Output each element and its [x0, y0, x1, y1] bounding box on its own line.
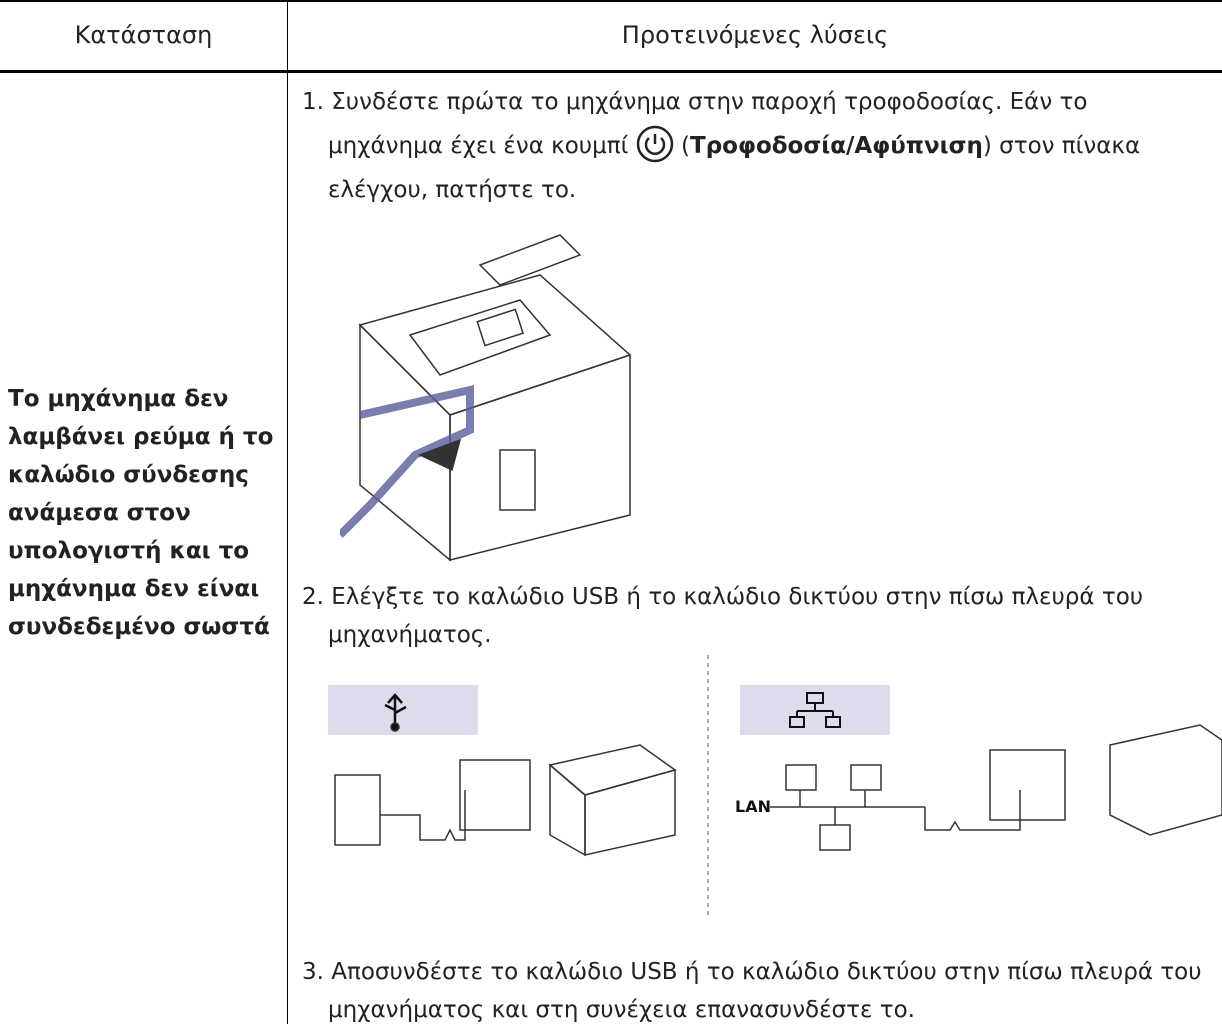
step: 2. Ελέγξτε το καλώδιο USB ή το καλώδιο δ… [302, 578, 1202, 654]
condition-text: Το μηχάνημα δεν λαμβάνει ρεύμα ή το καλώ… [8, 386, 274, 640]
step-text: ) στον πίνακα ελέγχου, πατήστε το. [328, 133, 1141, 203]
power-icon [636, 125, 674, 163]
step-text: 1. Συνδέστε πρώτα το μηχάνημα στην παροχ… [302, 89, 1088, 159]
button-name: Τροφοδοσία/Αφύπνιση [690, 133, 983, 159]
step: 3. Αποσυνδέστε το καλώδιο USB ή το καλώδ… [302, 953, 1202, 1029]
table-top-border [0, 0, 1222, 2]
header-cell: Κατάσταση [74, 21, 213, 49]
step-text: 3. Αποσυνδέστε το καλώδιο USB ή το καλώδ… [302, 959, 1202, 1023]
header-border [0, 70, 1222, 73]
connection-illustration: LAN [328, 655, 1222, 915]
printer-illustration [340, 215, 660, 565]
lan-label: LAN [735, 797, 771, 816]
step: 1. Συνδέστε πρώτα το μηχάνημα στην παροχ… [302, 80, 1202, 212]
step-text: 2. Ελέγξτε το καλώδιο USB ή το καλώδιο δ… [302, 584, 1144, 648]
paren: ( [681, 133, 690, 159]
column-divider [287, 0, 288, 1024]
header-cell: Προτεινόμενες λύσεις [621, 21, 889, 49]
